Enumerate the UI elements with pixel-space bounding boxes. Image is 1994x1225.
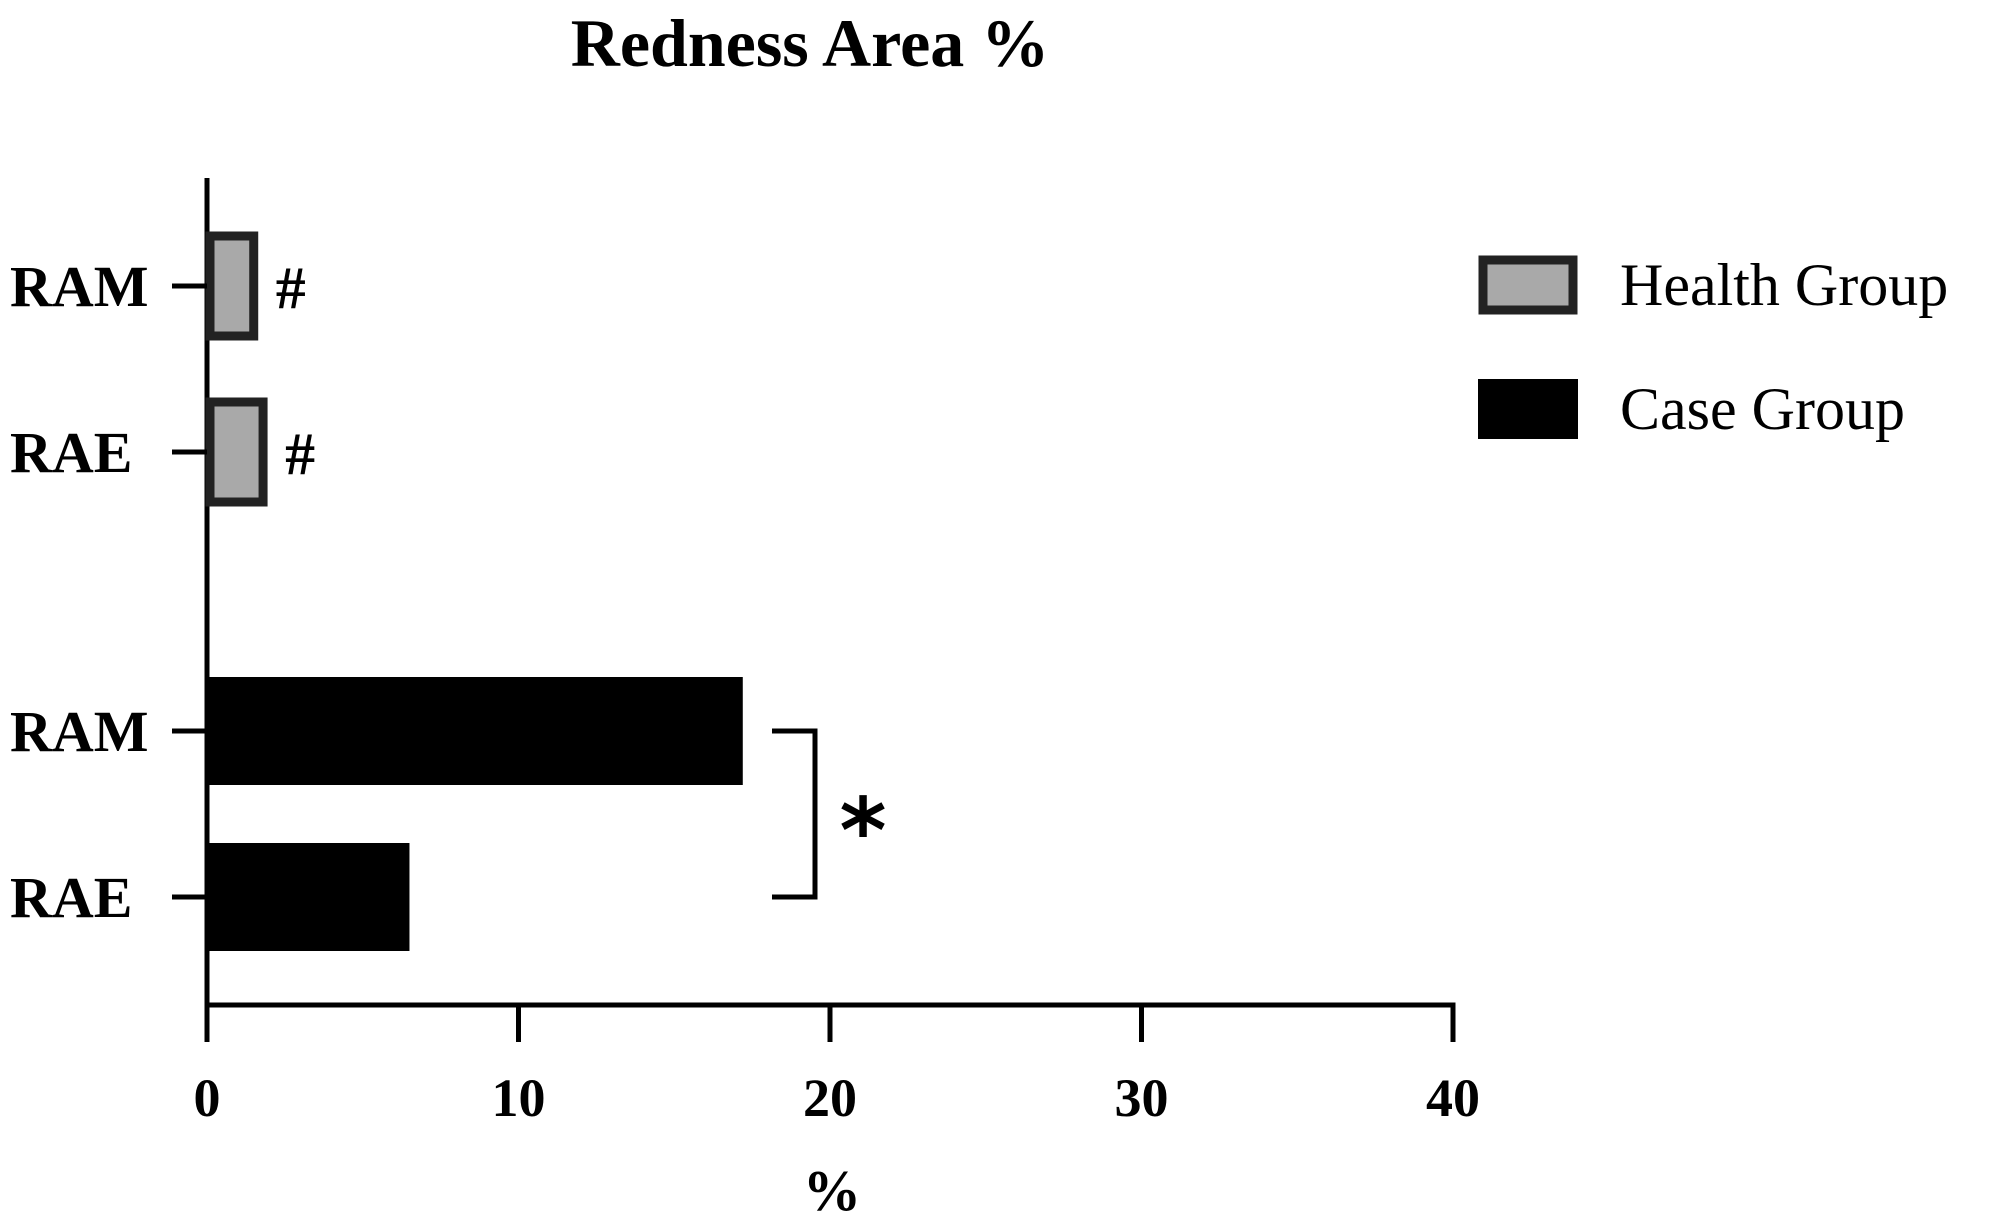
category-label-3: RAE [10,865,132,930]
legend: Health Group Case Group [1478,252,1948,442]
bar-case-group-ram [207,677,743,785]
bar-health-group-ram [205,231,259,341]
legend-label-health-group: Health Group [1620,252,1948,318]
category-label-0: RAM [10,254,149,319]
x-tick-label-20: 20 [803,1068,857,1128]
legend-swatch-health-group [1478,255,1578,315]
annotation-hash-1: # [285,421,315,487]
plot-area: 0 10 20 30 40 RAM # RAE # RAM RAE * [10,178,1480,1128]
legend-swatch-case-group [1478,379,1578,439]
significance-star: * [839,779,886,884]
bar-health-group-rae [205,397,268,507]
category-label-1: RAE [10,420,132,485]
annotation-hash-0: # [276,255,306,321]
x-tick-label-40: 40 [1426,1068,1480,1128]
chart-title: Redness Area % [571,5,1050,81]
bar-case-group-rae [207,843,410,951]
legend-label-case-group: Case Group [1620,376,1905,442]
category-label-2: RAM [10,699,149,764]
significance-bracket [772,728,818,900]
x-tick-label-30: 30 [1115,1068,1169,1128]
x-tick-label-10: 10 [492,1068,546,1128]
x-axis-label: % [803,1158,861,1223]
x-tick-label-0: 0 [194,1068,221,1128]
